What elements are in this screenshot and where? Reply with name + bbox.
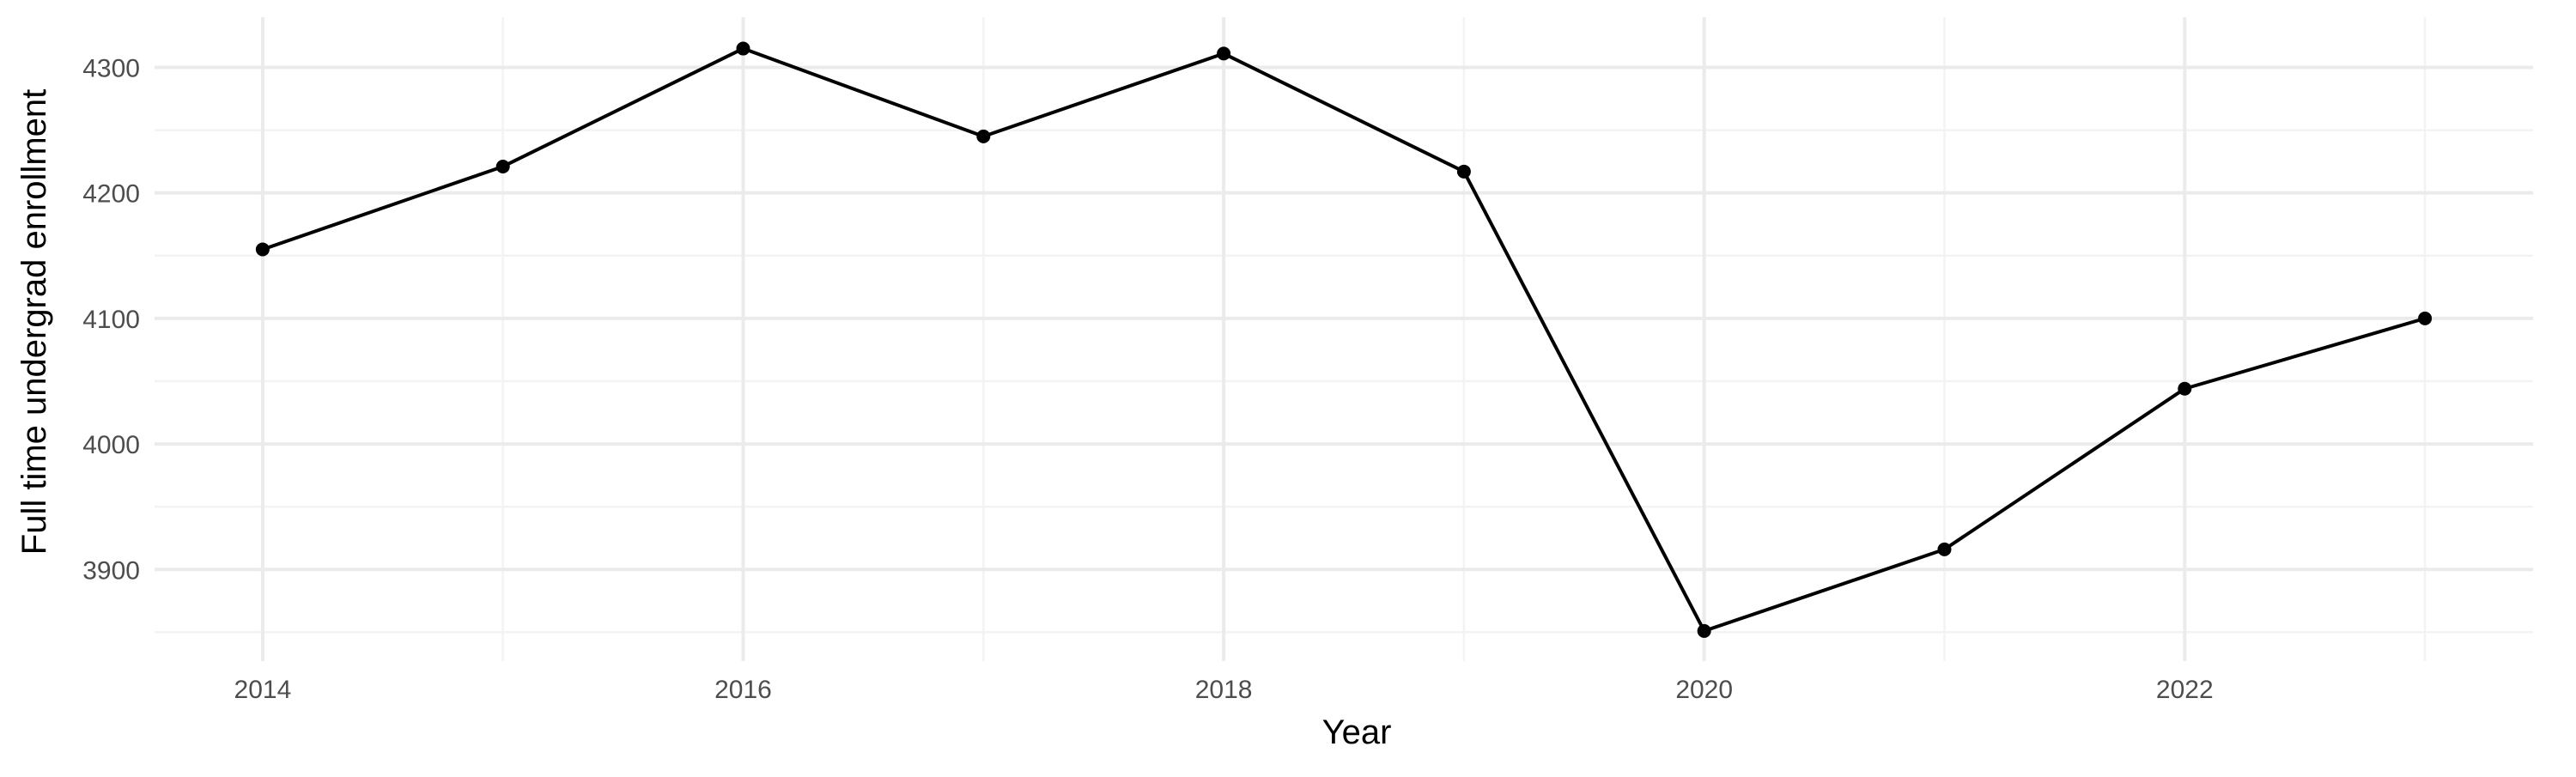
x-tick-label: 2014 [234, 676, 292, 704]
data-point [255, 242, 270, 257]
y-tick-label: 4000 [82, 431, 140, 459]
tick-labels: 2014 2016 2018 2020 2022 3900 4000 4100 4200 4300 [82, 54, 2213, 704]
y-axis-title: Full time undergrad enrollment [15, 89, 53, 555]
y-tick-label: 4100 [82, 306, 140, 334]
grid [155, 17, 2533, 661]
y-tick-label: 3900 [82, 556, 140, 585]
y-tick-label: 4200 [82, 180, 140, 209]
data-point [736, 41, 750, 56]
data-point [1217, 46, 1231, 61]
series-layer [255, 41, 2433, 638]
x-tick-label: 2020 [1675, 676, 1733, 704]
data-point [1697, 623, 1711, 638]
data-point [495, 159, 510, 173]
x-axis-title: Year [1322, 713, 1392, 751]
y-tick-label: 4300 [82, 54, 140, 82]
x-tick-label: 2016 [714, 676, 772, 704]
data-point [1456, 164, 1471, 179]
data-point [2418, 311, 2433, 325]
data-point [976, 129, 991, 143]
data-point [1937, 542, 1952, 556]
x-tick-label: 2018 [1195, 676, 1253, 704]
series-line [260, 46, 2427, 633]
data-point [2178, 381, 2192, 396]
x-tick-label: 2022 [2156, 676, 2214, 704]
